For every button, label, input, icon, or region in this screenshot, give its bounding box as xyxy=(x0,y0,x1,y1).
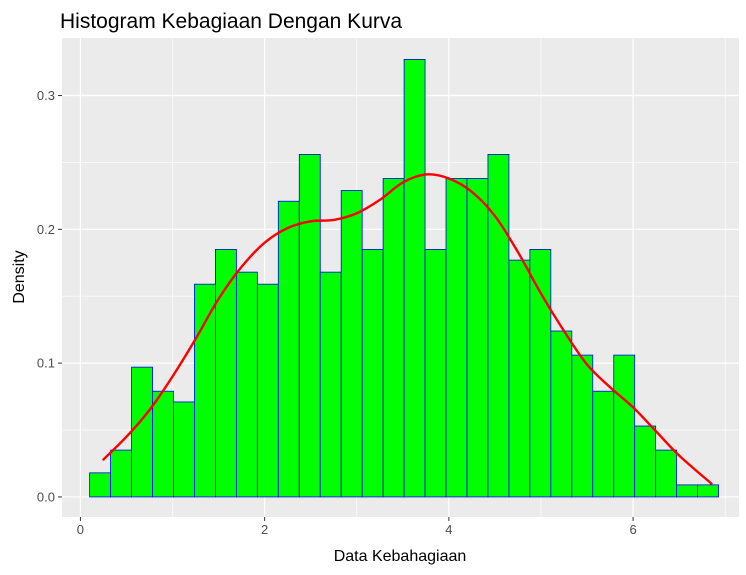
histogram-bar xyxy=(613,354,636,498)
histogram-bar xyxy=(131,366,153,498)
y-tick-label: 0.1 xyxy=(37,356,55,371)
histogram-bar xyxy=(235,271,258,498)
histogram-bar xyxy=(634,425,657,498)
x-axis-ticks: 0 2 4 6 xyxy=(77,517,637,537)
y-axis-ticks: 0.0 0.1 0.2 0.3 xyxy=(37,88,62,504)
histogram-bar xyxy=(89,472,111,498)
histogram-bar xyxy=(529,249,552,498)
histogram-bar xyxy=(361,249,384,498)
histogram-bar xyxy=(508,259,531,498)
histogram-bar xyxy=(697,484,719,498)
histogram-bar xyxy=(571,354,594,498)
x-tick-label: 4 xyxy=(445,522,452,537)
histogram-bar xyxy=(298,154,321,498)
density-curve xyxy=(102,173,713,485)
histogram-bars xyxy=(89,59,719,498)
histogram-bar xyxy=(466,178,489,498)
histogram-bar xyxy=(152,390,174,498)
histogram-bar xyxy=(277,200,300,498)
y-tick-label: 0.2 xyxy=(37,222,55,237)
histogram-bar xyxy=(110,449,132,498)
histogram-bar xyxy=(445,178,468,498)
histogram-bar xyxy=(424,249,447,498)
histogram-bar xyxy=(173,401,195,498)
x-axis-label: Data Kebahagiaan xyxy=(334,548,467,565)
histogram-bar xyxy=(340,190,363,498)
histogram-bar xyxy=(592,390,615,498)
histogram-bar xyxy=(487,154,510,498)
histogram-bar xyxy=(194,283,216,498)
histogram-bar xyxy=(403,59,426,498)
histogram-bar xyxy=(550,330,573,498)
x-tick-label: 0 xyxy=(77,522,84,537)
histogram-bar xyxy=(382,178,405,498)
chart-title: Histogram Kebagiaan Dengan Kurva xyxy=(60,10,402,33)
x-tick-label: 2 xyxy=(261,522,268,537)
histogram-bar xyxy=(676,484,698,498)
histogram-bar xyxy=(256,283,279,498)
y-tick-label: 0.0 xyxy=(37,489,55,504)
y-tick-label: 0.3 xyxy=(37,88,55,103)
y-axis-label: Density xyxy=(11,250,28,303)
histogram-bar xyxy=(319,271,342,498)
x-tick-label: 6 xyxy=(629,522,636,537)
histogram-bar xyxy=(655,449,678,498)
